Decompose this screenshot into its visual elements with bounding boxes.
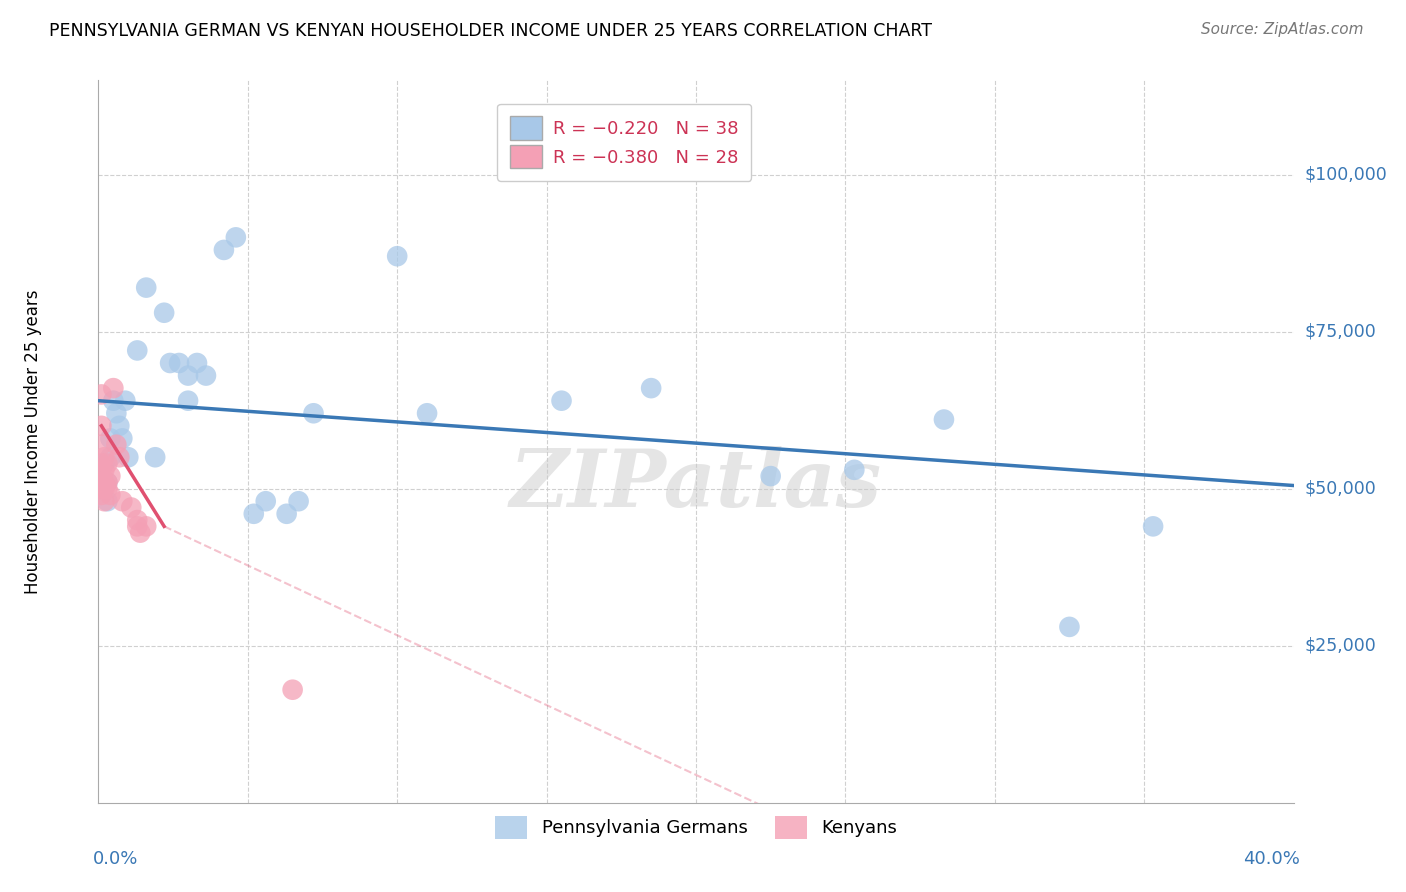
Point [93, 450, 115, 465]
Point [844, 463, 866, 477]
Point [90, 469, 112, 483]
Text: PENNSYLVANIA GERMAN VS KENYAN HOUSEHOLDER INCOME UNDER 25 YEARS CORRELATION CHAR: PENNSYLVANIA GERMAN VS KENYAN HOUSEHOLDE… [49, 22, 932, 40]
Point [276, 507, 298, 521]
Point [103, 393, 125, 408]
Point [120, 500, 142, 515]
Point [93, 482, 115, 496]
Point [127, 513, 149, 527]
Point [212, 243, 235, 257]
Point [98, 469, 122, 483]
Point [243, 507, 266, 521]
Point [287, 494, 309, 508]
Point [281, 682, 304, 697]
Text: 0.0%: 0.0% [93, 850, 138, 868]
Point [90, 457, 112, 471]
Point [550, 393, 572, 408]
Point [254, 494, 277, 508]
Point [90, 387, 112, 401]
Point [177, 368, 200, 383]
Point [167, 356, 190, 370]
Point [640, 381, 662, 395]
Point [135, 280, 157, 294]
Point [90, 438, 112, 452]
Point [177, 393, 200, 408]
Point [98, 431, 122, 445]
Point [108, 418, 131, 433]
Point [1142, 519, 1164, 533]
Point [416, 406, 439, 420]
Text: $100,000: $100,000 [1305, 166, 1388, 184]
Legend: Pennsylvania Germans, Kenyans: Pennsylvania Germans, Kenyans [485, 806, 907, 848]
Text: Source: ZipAtlas.com: Source: ZipAtlas.com [1201, 22, 1364, 37]
Point [105, 406, 128, 420]
Point [90, 488, 112, 502]
Point [759, 469, 782, 483]
Point [90, 469, 112, 483]
Point [195, 368, 218, 383]
Text: ZIPatlas: ZIPatlas [510, 446, 882, 524]
Point [98, 450, 122, 465]
Point [96, 494, 118, 508]
Point [111, 494, 134, 508]
Point [159, 356, 181, 370]
Text: $75,000: $75,000 [1305, 323, 1376, 341]
Point [96, 482, 118, 496]
Point [932, 412, 955, 426]
Text: $50,000: $50,000 [1305, 480, 1376, 498]
Point [93, 457, 115, 471]
Point [105, 438, 128, 452]
Point [114, 393, 136, 408]
Point [302, 406, 325, 420]
Point [385, 249, 409, 263]
Point [225, 230, 247, 244]
Point [127, 343, 149, 358]
Point [127, 519, 149, 533]
Point [1059, 620, 1081, 634]
Point [96, 475, 118, 490]
Point [117, 450, 139, 465]
Point [96, 457, 118, 471]
Point [135, 519, 157, 533]
Point [103, 381, 125, 395]
Point [153, 306, 176, 320]
Text: 40.0%: 40.0% [1243, 850, 1299, 868]
Point [90, 475, 112, 490]
Point [93, 494, 115, 508]
Point [186, 356, 208, 370]
Point [129, 525, 152, 540]
Point [96, 475, 118, 490]
Point [90, 482, 112, 496]
Point [143, 450, 166, 465]
Point [90, 418, 112, 433]
Point [111, 431, 134, 445]
Point [98, 488, 122, 502]
Point [93, 463, 115, 477]
Text: $25,000: $25,000 [1305, 637, 1376, 655]
Point [93, 475, 115, 490]
Point [108, 450, 131, 465]
Text: Householder Income Under 25 years: Householder Income Under 25 years [24, 289, 42, 594]
